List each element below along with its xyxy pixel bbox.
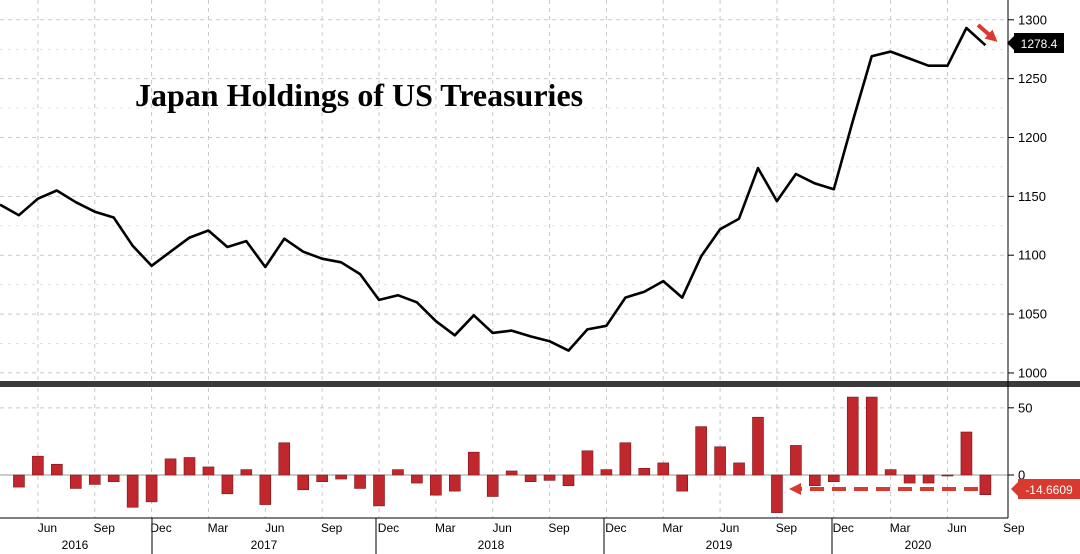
- bar: [657, 462, 670, 476]
- bar: [183, 457, 196, 476]
- bar: [240, 469, 253, 476]
- y-tick-label: 50: [1018, 400, 1032, 415]
- y-tick-label: 1200: [1018, 130, 1047, 145]
- line-points: [0, 28, 986, 351]
- bar: [714, 446, 726, 476]
- y-tick-label: 1100: [1018, 248, 1046, 263]
- bar: [752, 416, 764, 476]
- x-month-label: Jun: [720, 521, 739, 535]
- x-month-label: Jun: [265, 521, 284, 535]
- panel-divider: [0, 381, 1080, 387]
- y-tick-label: 1050: [1018, 307, 1047, 322]
- bar: [107, 474, 120, 483]
- bar: [960, 431, 973, 476]
- bar: [638, 467, 651, 476]
- bar: [695, 426, 707, 476]
- x-month-label: Dec: [150, 521, 171, 535]
- x-month-label: Jun: [947, 521, 966, 535]
- bar: [202, 466, 215, 476]
- bar: [581, 450, 594, 476]
- bar: [70, 474, 82, 489]
- x-year-label: 2018: [478, 538, 505, 552]
- x-month-label: Dec: [605, 521, 626, 535]
- bar: [278, 442, 291, 476]
- bar: [827, 474, 840, 483]
- bar: [259, 474, 272, 505]
- bar: [809, 474, 821, 487]
- x-month-label: Mar: [208, 521, 229, 535]
- x-month-label: Sep: [321, 521, 343, 535]
- bar: [524, 474, 537, 483]
- bar: [354, 474, 366, 489]
- top-arrow-icon: [976, 23, 998, 42]
- bar: [733, 462, 745, 476]
- bar: [771, 474, 783, 513]
- bar: [88, 474, 101, 485]
- bar: [922, 474, 935, 484]
- bar: [505, 470, 518, 476]
- bar: [979, 474, 992, 496]
- x-year-label: 2019: [706, 538, 733, 552]
- bar: [411, 474, 423, 484]
- chart-title: Japan Holdings of US Treasuries: [135, 77, 583, 113]
- bar: [790, 445, 802, 476]
- bar: [392, 469, 404, 476]
- bar: [297, 474, 310, 491]
- bar: [865, 396, 878, 476]
- holdings-line: [0, 26, 987, 352]
- x-month-label: Sep: [548, 521, 570, 535]
- bar: [619, 442, 632, 476]
- bar: [430, 474, 442, 496]
- bar-series: [13, 396, 992, 513]
- bar: [903, 474, 916, 484]
- y-tick-label: 0: [1018, 468, 1025, 483]
- bar: [164, 458, 177, 476]
- bar: [32, 455, 44, 476]
- x-year-label: 2016: [62, 538, 89, 552]
- x-month-label: Mar: [890, 521, 911, 535]
- x-month-label: Mar: [662, 521, 683, 535]
- x-month-label: Jun: [38, 521, 57, 535]
- x-month-label: Sep: [1003, 521, 1025, 535]
- bar: [448, 474, 461, 492]
- y-axis-ticks: 1000 1050 1100 1150 1200 1250 1300 50 0: [0, 0, 1047, 519]
- bar: [316, 474, 328, 483]
- x-axis-labels: Jun Sep Dec Mar Jun Sep Dec Mar Jun Sep Dec Mar Jun S…: [38, 518, 1025, 554]
- line-value-label: 1278.4: [1021, 37, 1058, 51]
- x-month-label: Sep: [94, 521, 116, 535]
- bar: [486, 474, 499, 497]
- x-month-label: Jun: [492, 521, 511, 535]
- bar: [221, 474, 234, 495]
- x-month-label: Mar: [435, 521, 456, 535]
- y-tick-label: 1000: [1018, 365, 1047, 380]
- bar: [941, 474, 954, 477]
- bar-value-badge: -14.6609: [1011, 479, 1080, 499]
- line-value-badge: 1278.4: [1007, 33, 1064, 53]
- y-tick-label: 1250: [1018, 71, 1047, 86]
- bar: [335, 474, 347, 480]
- bar: [373, 474, 385, 507]
- bar: [562, 474, 575, 487]
- bar: [676, 474, 689, 492]
- x-month-label: Dec: [378, 521, 399, 535]
- x-year-label: 2017: [251, 538, 278, 552]
- bar: [13, 474, 25, 488]
- bar: [467, 451, 480, 476]
- bar: [126, 474, 139, 508]
- x-year-label: 2020: [905, 538, 932, 552]
- y-tick-label: 1300: [1018, 12, 1047, 27]
- bar: [846, 396, 859, 476]
- y-tick-label: 1150: [1018, 189, 1046, 204]
- bar: [145, 474, 158, 503]
- x-month-label: Dec: [833, 521, 854, 535]
- bar-value-label: -14.6609: [1025, 483, 1073, 497]
- bar: [51, 463, 63, 476]
- bar: [884, 469, 897, 476]
- x-month-label: Sep: [776, 521, 798, 535]
- bar: [543, 474, 556, 481]
- bar: [600, 469, 613, 476]
